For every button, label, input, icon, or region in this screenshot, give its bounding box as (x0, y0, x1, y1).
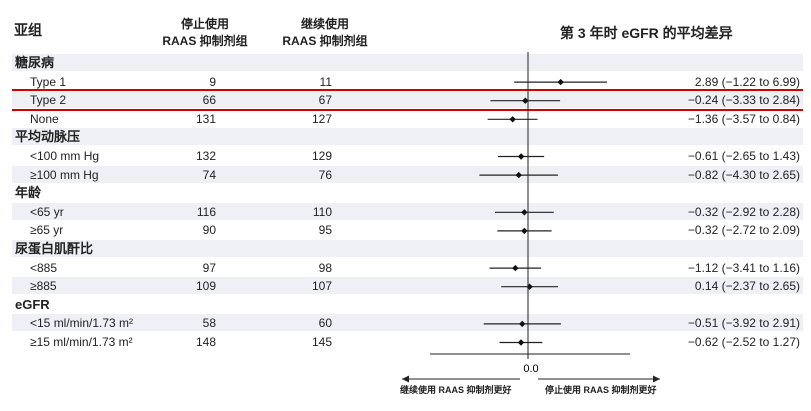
subgroup-label: <65 yr (30, 204, 64, 219)
point-estimate (515, 171, 522, 179)
stop-raas-count: 66 (202, 93, 216, 108)
row-band (12, 202, 803, 220)
x-axis-tick-label: 0.0 (523, 363, 538, 375)
point-estimate (521, 209, 528, 216)
effect-estimate-text: −1.12 (−3.41 to 1.16) (687, 260, 800, 275)
continue-raas-count: 145 (311, 335, 332, 349)
continue-raas-count: 110 (312, 204, 332, 219)
continue-raas-count: 60 (318, 316, 332, 331)
point-estimate (517, 153, 525, 160)
stop-raas-count: 9 (209, 74, 216, 89)
continue-raas-count: 11 (319, 74, 332, 89)
continue-raas-count: 95 (318, 223, 332, 238)
continue-raas-count: 76 (318, 167, 332, 182)
effect-estimate-text: 0.14 (−2.37 to 2.65) (694, 279, 800, 294)
highlight-line-top (12, 89, 803, 92)
effect-estimate-text: −0.82 (−4.30 to 2.65) (687, 167, 800, 182)
point-estimate (522, 97, 529, 104)
point-estimate (517, 339, 525, 346)
subgroup-label: None (30, 111, 59, 126)
row-band (12, 165, 803, 183)
row-band (12, 314, 803, 332)
stop-raas-count: 109 (195, 279, 216, 294)
stop-raas-count: 90 (202, 223, 216, 238)
favors-stop-label: 停止使用 RAAS 抑制剂更好 (545, 385, 657, 395)
point-estimate (557, 78, 564, 86)
stop-raas-header-line1: 停止使用 (180, 17, 229, 31)
subgroup-label: ≥65 yr (30, 223, 64, 238)
highlight-line-bottom (12, 109, 803, 112)
effect-estimate-text: −0.51 (−3.92 to 2.91) (687, 316, 800, 331)
row-band (12, 54, 803, 71)
point-estimate (519, 320, 526, 328)
continue-raas-count: 98 (318, 260, 332, 275)
group-label: 年龄 (15, 185, 42, 201)
point-estimate (512, 264, 519, 272)
subgroup-label: ≥15 ml/min/1.73 m² (30, 335, 133, 349)
effect-estimate-text: 2.89 (−1.22 to 6.99) (694, 74, 800, 89)
subgroup-header: 亚组 (14, 22, 42, 38)
group-label: eGFR (15, 296, 50, 312)
right-arrow-head (653, 375, 660, 383)
subgroup-label: Type 1 (30, 74, 67, 89)
subgroup-label: <885 (30, 260, 58, 275)
effect-estimate-text: −1.36 (−3.57 to 0.84) (687, 111, 800, 126)
effect-estimate-text: −0.61 (−2.65 to 1.43) (687, 149, 800, 163)
point-estimate (509, 116, 516, 123)
stop-raas-count: 74 (202, 167, 216, 182)
point-estimate (521, 227, 528, 235)
point-estimate (526, 283, 533, 290)
row-band (12, 91, 803, 109)
left-arrow-head (402, 375, 409, 383)
continue-raas-count: 67 (318, 93, 332, 108)
stop-raas-header: 停止使用 RAAS 抑制剂组 (150, 16, 260, 50)
continue-raas-header-line1: 继续使用 (300, 17, 349, 31)
stop-raas-count: 131 (195, 111, 216, 126)
subgroup-label: <15 ml/min/1.73 m² (30, 316, 134, 331)
effect-title: 第 3 年时 eGFR 的平均差异 (560, 25, 733, 41)
stop-raas-header-line2: RAAS 抑制剂组 (162, 34, 248, 48)
continue-raas-count: 129 (311, 149, 332, 163)
effect-estimate-text: −0.24 (−3.33 to 2.84) (687, 93, 800, 108)
effect-estimate-text: −0.32 (−2.92 to 2.28) (687, 204, 800, 219)
subgroup-label: Type 2 (30, 93, 67, 108)
continue-raas-header: 继续使用 RAAS 抑制剂组 (270, 16, 380, 50)
subgroup-label: <100 mm Hg (30, 149, 100, 163)
stop-raas-count: 97 (202, 260, 216, 275)
group-label: 尿蛋白肌酐比 (15, 241, 94, 256)
stop-raas-count: 148 (195, 335, 216, 349)
group-label: 平均动脉压 (15, 129, 81, 145)
subgroup-label: ≥885 (30, 279, 57, 294)
effect-estimate-text: −0.62 (−2.52 to 1.27) (687, 335, 800, 349)
continue-raas-count: 107 (311, 279, 332, 294)
stop-raas-count: 58 (202, 316, 216, 331)
row-band (12, 128, 803, 146)
continue-raas-count: 127 (311, 111, 332, 126)
row-band (12, 277, 803, 295)
stop-raas-count: 132 (195, 149, 216, 163)
continue-raas-header-line2: RAAS 抑制剂组 (282, 34, 368, 48)
row-band (12, 240, 803, 257)
subgroup-label: ≥100 mm Hg (30, 167, 99, 182)
stop-raas-count: 116 (196, 204, 216, 219)
group-label: 糖尿病 (15, 55, 55, 70)
effect-estimate-text: −0.32 (−2.72 to 2.09) (687, 223, 800, 238)
favors-continue-label: 继续使用 RAAS 抑制剂更好 (400, 385, 512, 395)
